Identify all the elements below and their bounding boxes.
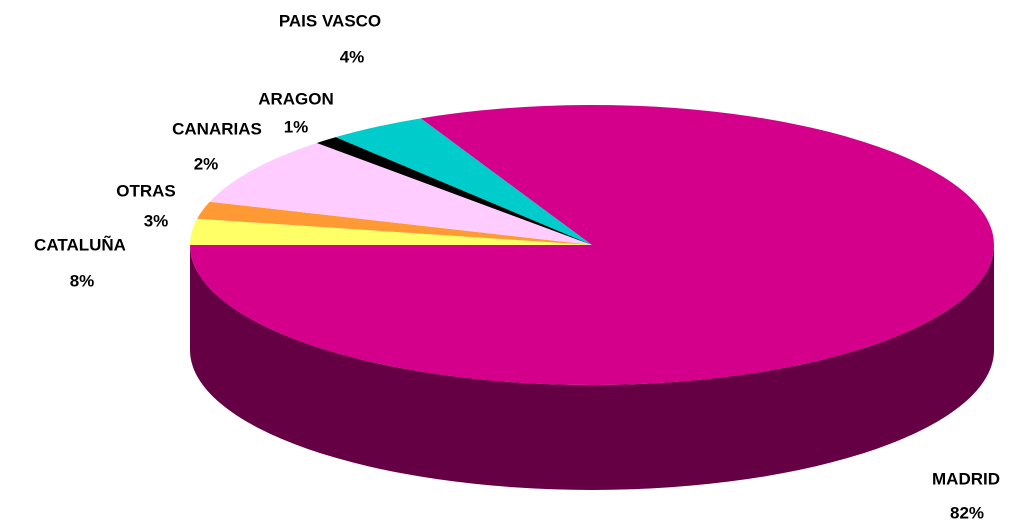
slice-value-label: 2%	[194, 154, 219, 173]
slice-label: ARAGON	[258, 89, 334, 108]
slice-label: CATALUÑA	[34, 234, 126, 254]
slice-value-label: 8%	[70, 271, 95, 290]
pie-slice	[209, 142, 592, 245]
pie-slice	[335, 118, 592, 245]
slice-label: CANARIAS	[172, 119, 262, 138]
pie-slice	[190, 105, 995, 386]
pie-slice	[190, 218, 592, 245]
pie-side	[190, 245, 994, 490]
slice-value-label: 1%	[284, 117, 309, 136]
slice-value-label: 82%	[950, 503, 984, 522]
pie-slice	[316, 137, 592, 245]
slice-label: PAIS VASCO	[279, 11, 381, 30]
slice-value-label: 4%	[340, 47, 365, 66]
pie-slice	[197, 201, 592, 245]
slice-label: MADRID	[932, 469, 1000, 488]
slice-label: OTRAS	[116, 181, 176, 200]
slice-value-label: 3%	[144, 211, 169, 230]
